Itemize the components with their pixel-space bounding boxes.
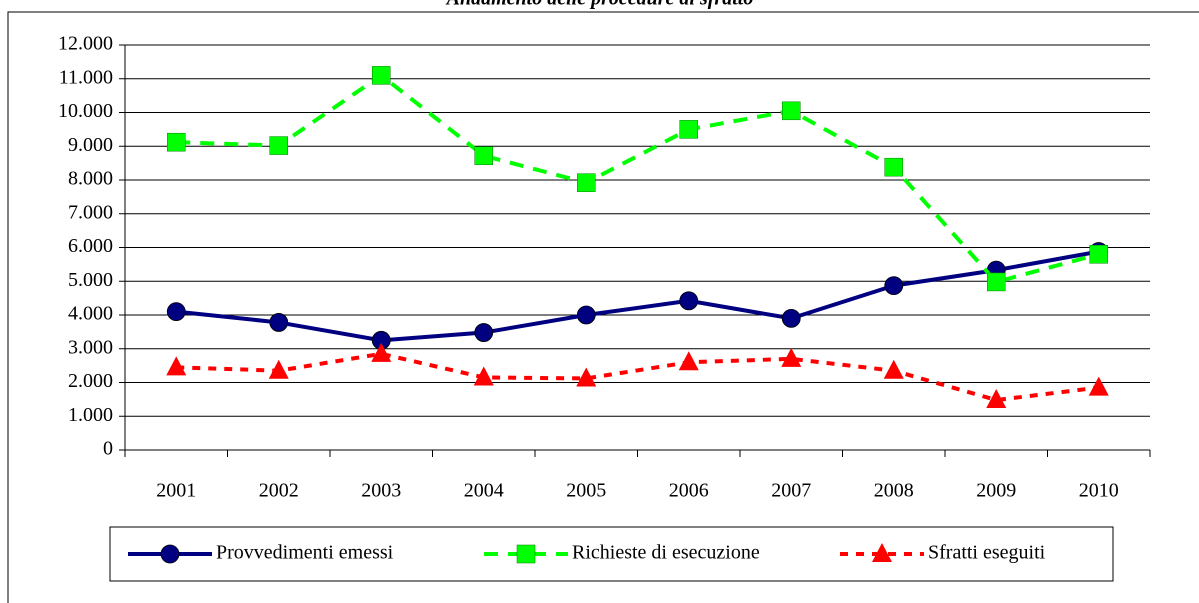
data-point (1089, 245, 1108, 264)
data-point (884, 157, 903, 177)
x-tick-label: 2002 (259, 480, 299, 502)
data-point (986, 389, 1007, 409)
data-point (782, 101, 801, 121)
legend-marker (160, 544, 180, 564)
x-tick-label: 2009 (976, 480, 1016, 502)
y-tick-label: 2.000 (68, 370, 113, 392)
data-point (371, 342, 392, 362)
x-tick-label: 2003 (361, 480, 401, 502)
data-point (678, 351, 699, 371)
data-point (268, 359, 289, 379)
chart-title: Andamento delle procedure di sfratto (445, 0, 754, 10)
x-tick-label: 2005 (566, 480, 606, 502)
y-tick-label: 0 (103, 438, 113, 460)
x-tick-label: 2007 (771, 480, 811, 502)
y-tick-label: 4.000 (68, 303, 113, 325)
data-point (781, 308, 801, 328)
series-line (176, 249, 1100, 343)
data-point (269, 136, 288, 155)
data-point (166, 356, 187, 376)
y-tick-label: 11.000 (59, 66, 113, 88)
series-line (176, 351, 1099, 403)
data-point (987, 272, 1006, 292)
legend-marker (516, 544, 536, 564)
data-point (781, 347, 802, 367)
data-point (883, 359, 904, 379)
x-tick-label: 2004 (464, 480, 504, 502)
legend-label: Sfratti eseguiti (928, 542, 1046, 564)
data-point (679, 291, 699, 311)
data-point (1088, 376, 1109, 396)
data-point (167, 132, 186, 152)
data-point (576, 367, 597, 387)
data-point (474, 146, 493, 165)
x-tick-label: 2001 (156, 480, 196, 502)
data-point (473, 366, 494, 386)
data-point (474, 323, 494, 342)
data-point (269, 313, 289, 332)
x-tick-label: 2010 (1079, 480, 1119, 502)
y-tick-label: 10.000 (58, 100, 113, 122)
y-tick-label: 12.000 (58, 33, 113, 55)
y-tick-label: 9.000 (68, 134, 113, 156)
data-point (372, 66, 391, 85)
x-tick-label: 2006 (669, 480, 709, 502)
y-tick-label: 8.000 (68, 168, 113, 190)
y-tick-label: 5.000 (68, 269, 113, 291)
legend-label: Provvedimenti emessi (216, 542, 394, 564)
data-point (166, 302, 186, 322)
legend-box (109, 526, 1114, 582)
y-tick-label: 7.000 (68, 201, 113, 223)
y-tick-label: 1.000 (68, 404, 113, 426)
legend-label: Richieste di esecuzione (572, 542, 760, 564)
data-point (577, 173, 596, 192)
data-point (576, 305, 596, 325)
series-line (176, 72, 1100, 285)
legend-marker (872, 543, 892, 562)
data-point (884, 276, 904, 296)
y-tick-label: 6.000 (68, 235, 113, 257)
x-tick-label: 2008 (874, 480, 914, 502)
y-tick-label: 3.000 (68, 336, 113, 358)
chart-frame (7, 11, 1199, 603)
data-point (679, 120, 698, 139)
